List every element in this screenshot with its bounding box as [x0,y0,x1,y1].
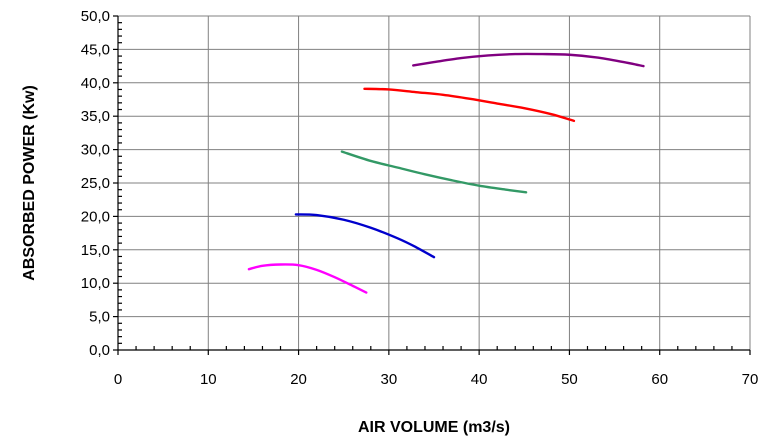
y-tick-label: 10,0 [81,275,110,292]
axes [113,15,751,355]
series-line-1 [247,263,368,294]
y-tick-label: 50,0 [81,8,110,25]
y-axis-title: ABSORBED POWER (Kw) [21,85,38,281]
series [247,52,645,294]
x-tick-label: 10 [200,371,217,388]
y-tick-label: 45,0 [81,41,110,58]
y-tick-label: 15,0 [81,242,110,259]
x-tick-label: 30 [381,371,398,388]
x-tick-label: 50 [561,371,578,388]
y-tick-label: 0,0 [89,342,110,359]
tick-labels: 0,0 5,0 10,0 15,0 20,0 25,0 30,0 35,0 40,0 45,0 50… [81,8,759,388]
x-axis-title: AIR VOLUME (m3/s) [358,419,510,436]
y-tick-label: 25,0 [81,175,110,192]
x-tick-label: 20 [290,371,307,388]
y-tick-label: 40,0 [81,75,110,92]
series-line-3 [340,150,528,194]
series-line-2 [294,213,436,259]
x-tick-label: 70 [742,371,759,388]
series-line-5 [412,52,645,68]
x-tick-label: 0 [114,371,122,388]
series-line-4 [363,87,576,123]
x-tick-label: 60 [651,371,668,388]
y-tick-label: 30,0 [81,142,110,159]
y-tick-label: 5,0 [89,309,110,326]
y-tick-label: 20,0 [81,208,110,225]
grid [118,15,751,350]
y-tick-label: 35,0 [81,108,110,125]
x-tick-label: 40 [471,371,488,388]
